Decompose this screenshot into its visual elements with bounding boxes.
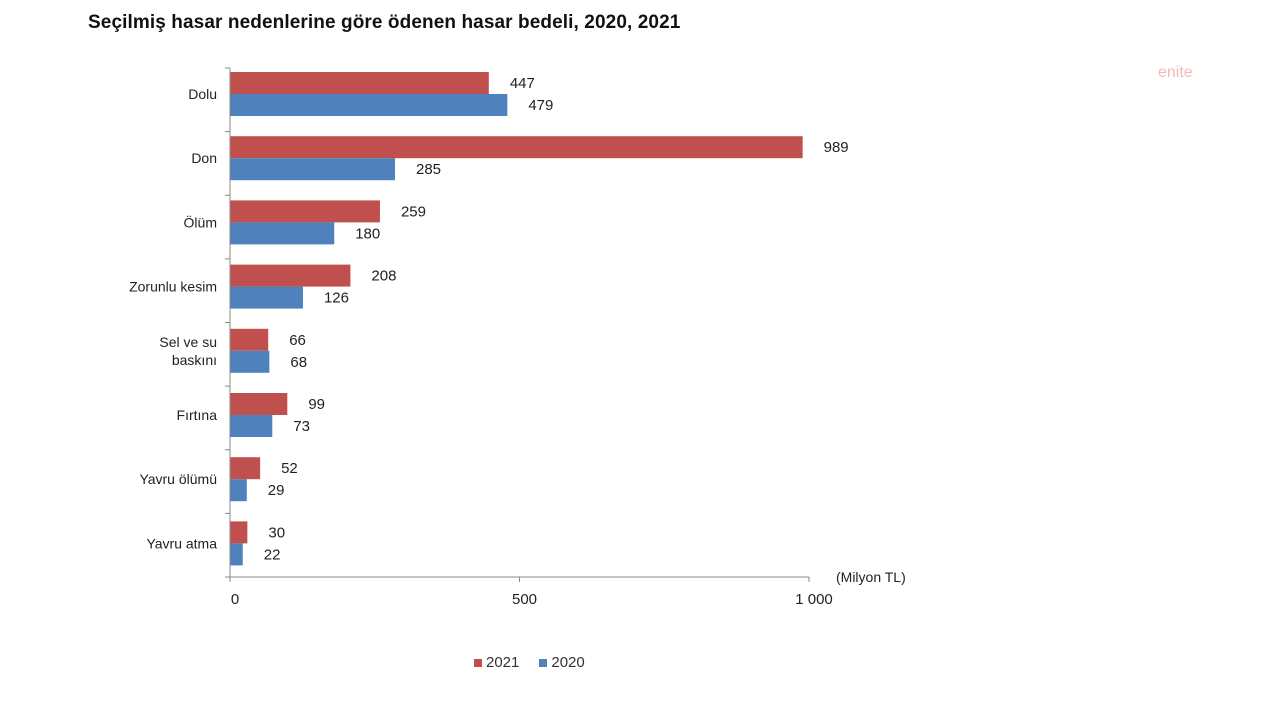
chart-title: Seçilmiş hasar nedenlerine göre ödenen h… [88, 12, 681, 33]
x-tick-label-1: 500 [512, 591, 537, 608]
value-label-2021-0: 447 [510, 75, 535, 92]
x-tick-label-0: 0 [231, 591, 239, 608]
value-label-2021-3: 208 [371, 268, 396, 285]
bar-2020-7 [230, 543, 243, 566]
category-label-0: Dolu [188, 86, 217, 102]
legend-label-2021: 2021 [486, 654, 520, 671]
bar-2021-1 [230, 136, 803, 159]
value-label-2020-4: 68 [290, 354, 307, 371]
bar-2020-1 [230, 158, 396, 181]
value-label-2020-0: 479 [528, 97, 553, 114]
category-label-1: Don [191, 150, 217, 166]
value-label-2021-7: 30 [268, 524, 285, 541]
value-label-2021-2: 259 [401, 203, 426, 220]
value-label-2021-4: 66 [289, 332, 306, 349]
legend-item-2021: 2021 [474, 654, 519, 671]
x-tick-label-2: 1 000 [795, 591, 833, 608]
bar-2021-0 [230, 72, 489, 94]
bar-2020-3 [230, 286, 303, 309]
unit-label: (Milyon TL) [836, 569, 906, 585]
legend-item-2020: 2020 [539, 654, 585, 671]
category-label-3: Zorunlu kesim [129, 279, 217, 295]
category-label-7: Yavru atma [146, 535, 217, 551]
watermark-text: enite [1158, 64, 1193, 81]
category-label-5: Fırtına [177, 407, 218, 423]
legend-swatch-2021 [474, 658, 482, 667]
value-label-2020-1: 285 [416, 161, 441, 178]
value-label-2020-7: 22 [264, 546, 281, 563]
value-label-2021-5: 99 [308, 396, 325, 413]
legend-swatch-2020 [539, 658, 548, 667]
value-label-2021-6: 52 [281, 460, 298, 477]
value-label-2020-6: 29 [268, 482, 285, 499]
bar-2020-0 [230, 94, 508, 116]
bar-2020-2 [230, 222, 335, 245]
value-label-2020-5: 73 [293, 418, 310, 435]
chart-legend: 2021 2020 [474, 654, 585, 671]
value-label-2020-2: 180 [355, 225, 380, 242]
category-label-4-line-1: baskını [172, 352, 217, 368]
bar-2021-6 [230, 457, 261, 480]
category-label-4-line-0: Sel ve su [159, 334, 217, 350]
bar-2020-4 [230, 350, 270, 373]
value-label-2020-3: 126 [324, 290, 349, 307]
value-label-2021-1: 989 [824, 139, 849, 156]
category-label-6: Yavru ölümü [139, 471, 217, 487]
bar-2021-5 [230, 393, 288, 415]
bar-2020-5 [230, 415, 273, 437]
bar-2021-3 [230, 264, 351, 287]
bar-2021-4 [230, 328, 269, 351]
bar-2021-2 [230, 200, 380, 223]
bar-2021-7 [230, 521, 248, 544]
category-label-2: Ölüm [184, 213, 217, 230]
bar-2020-6 [230, 479, 247, 502]
legend-label-2020: 2020 [551, 654, 585, 671]
